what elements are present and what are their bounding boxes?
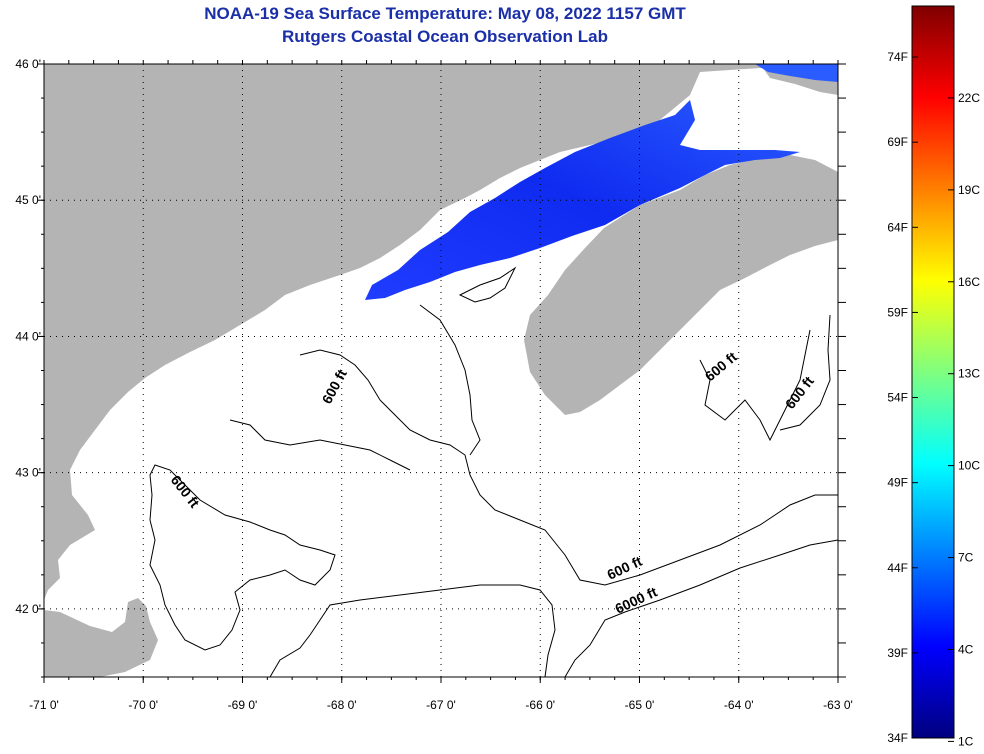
colorbar-c-label: 1C [958,734,974,748]
lon-label: -65 0' [625,698,655,712]
colorbar-c-label: 22C [958,91,980,105]
colorbar-f-label: 54F [887,391,908,405]
gulf-sst [755,64,838,82]
mainland-land [44,64,838,600]
map-subtitle: Rutgers Coastal Ocean Observation Lab [282,27,608,46]
colorbar [911,5,955,739]
lat-label: 44 0' [15,329,41,343]
lon-label: -71 0' [29,698,59,712]
map-title: NOAA-19 Sea Surface Temperature: May 08,… [204,4,686,23]
colorbar-f-label: 44F [887,561,908,575]
colorbar-f-label: 59F [887,305,908,319]
lat-label: 42 0' [15,602,41,616]
contour-line [419,304,481,456]
colorbar-f-label: 64F [887,220,908,234]
lat-label: 43 0' [15,466,41,480]
lat-label: 46 0' [15,57,41,71]
contour-line [149,464,336,651]
colorbar-f-label: 74F [887,50,908,64]
colorbar-c-label: 10C [958,459,980,473]
colorbar-f-label: 69F [887,135,908,149]
contour-line [779,314,831,431]
colorbar-c-label: 7C [958,551,974,565]
contour-line [299,349,838,586]
nova-scotia-land [524,155,838,415]
colorbar-f-label: 34F [887,731,908,745]
contour-line [564,539,838,677]
contour-line [269,584,556,677]
colorbar-c-label: 13C [958,367,980,381]
contour-line [229,419,411,471]
cape-cod-land [44,598,158,677]
colorbar-c-label: 4C [958,642,974,656]
colorbar-f-label: 39F [887,646,908,660]
lon-label: -66 0' [525,698,555,712]
bay-of-fundy-sst [365,100,800,300]
lon-label: -64 0' [724,698,754,712]
contour-line [699,329,811,442]
contour-line [458,266,517,303]
lon-label: -69 0' [228,698,258,712]
colorbar-c-label: 19C [958,183,980,197]
lat-label: 45 0' [15,193,41,207]
lon-label: -68 0' [327,698,357,712]
lon-label: -67 0' [426,698,456,712]
colorbar-c-label: 16C [958,275,980,289]
lon-label: -63 0' [823,698,853,712]
lon-label: -70 0' [128,698,158,712]
colorbar-f-label: 49F [887,476,908,490]
